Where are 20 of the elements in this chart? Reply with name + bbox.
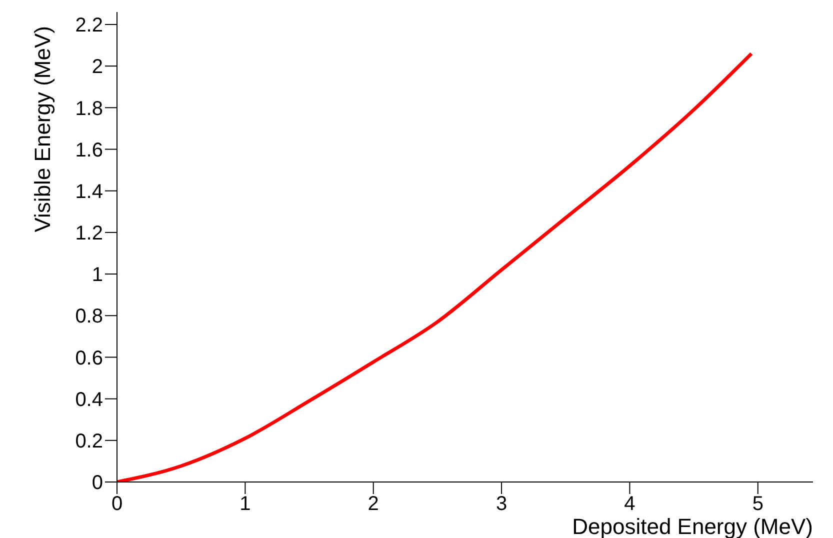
x-tick-label: 2 (368, 493, 379, 516)
y-tick-label: 1.8 (75, 98, 103, 120)
y-tick-label: 2 (92, 56, 103, 78)
y-tick-label: 1.6 (75, 139, 103, 162)
y-tick-label: 0 (92, 472, 103, 494)
x-tick-label: 4 (624, 493, 636, 516)
y-tick-label: 0.4 (75, 388, 103, 411)
y-axis-title: Visible Energy (MeV) (30, 26, 55, 232)
y-tick-label: 0.2 (75, 430, 103, 453)
y-tick-label: 1 (92, 264, 103, 286)
y-tick-label: 0.6 (75, 347, 103, 370)
x-tick-label: 1 (240, 493, 251, 516)
x-tick-label: 0 (111, 493, 123, 516)
y-tick-label: 2.2 (75, 14, 103, 37)
line-series (117, 52, 754, 482)
x-tick-label: 5 (752, 493, 764, 516)
y-tick-label: 1.2 (75, 222, 103, 245)
y-tick-label: 1.4 (75, 180, 103, 203)
x-tick-label: 3 (496, 493, 508, 516)
y-tick-label: 0.8 (75, 306, 103, 328)
